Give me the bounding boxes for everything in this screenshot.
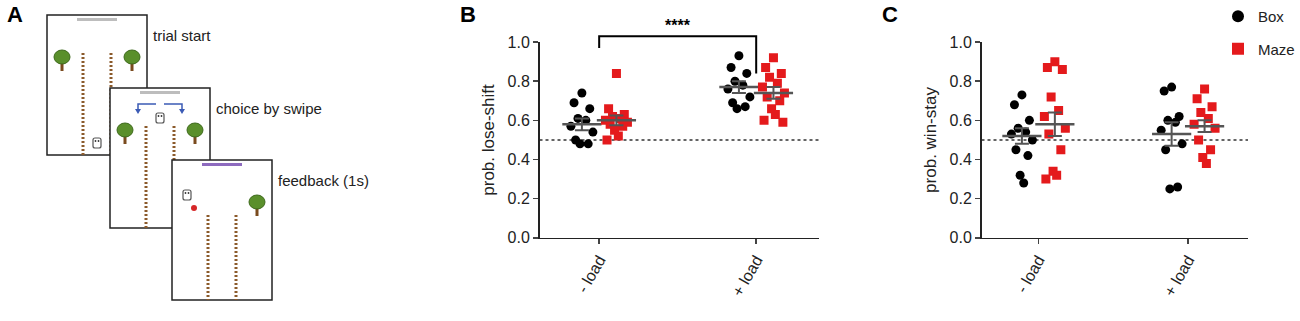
- svg-text:+ load: + load: [1161, 253, 1198, 300]
- svg-text:0.4: 0.4: [950, 151, 972, 168]
- svg-text:feedback (1s): feedback (1s): [278, 172, 369, 189]
- svg-text:- load: - load: [574, 253, 609, 296]
- svg-text:0.6: 0.6: [950, 112, 972, 129]
- svg-text:B: B: [460, 2, 476, 27]
- svg-text:0.2: 0.2: [950, 190, 972, 207]
- svg-text:Maze: Maze: [1258, 41, 1295, 58]
- svg-text:+ load: + load: [729, 253, 766, 300]
- svg-text:0.6: 0.6: [508, 112, 530, 129]
- svg-text:0.0: 0.0: [950, 229, 972, 246]
- svg-text:C: C: [882, 2, 898, 27]
- svg-text:trial start: trial start: [153, 27, 211, 44]
- svg-text:1.0: 1.0: [950, 34, 972, 51]
- svg-text:- load: - load: [1013, 253, 1048, 296]
- svg-text:0.0: 0.0: [508, 229, 530, 246]
- svg-text:Box: Box: [1258, 8, 1284, 25]
- svg-text:****: ****: [665, 17, 691, 34]
- svg-text:prob. win-stay: prob. win-stay: [921, 87, 940, 193]
- svg-text:0.8: 0.8: [950, 73, 972, 90]
- svg-text:choice by swipe: choice by swipe: [216, 100, 322, 117]
- svg-text:prob. lose-shift: prob. lose-shift: [479, 84, 498, 196]
- svg-text:0.2: 0.2: [508, 190, 530, 207]
- svg-text:A: A: [7, 2, 23, 27]
- svg-text:0.4: 0.4: [508, 151, 530, 168]
- svg-text:0.8: 0.8: [508, 73, 530, 90]
- svg-text:1.0: 1.0: [508, 34, 530, 51]
